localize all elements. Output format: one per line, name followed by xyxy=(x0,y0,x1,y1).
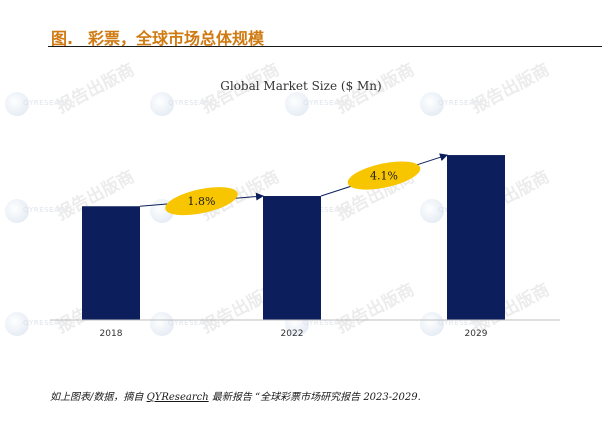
source-footnote: 如上图表/数据，摘自 QYResearch 最新报告 “全球彩票市场研究报告 2… xyxy=(50,388,421,403)
header-rule xyxy=(48,46,602,47)
figure-title: 彩票，全球市场总体规模 xyxy=(88,29,265,48)
figure-header: 图. 彩票，全球市场总体规模 xyxy=(0,0,602,48)
x-tick-2022: 2022 xyxy=(281,329,304,339)
chart-title: Global Market Size ($ Mn) xyxy=(220,79,381,93)
x-axis-ticks: 2018 2022 2029 xyxy=(100,329,488,339)
footnote-source: QYResearch xyxy=(146,392,209,403)
growth-label-1: 1.8% xyxy=(188,195,216,208)
market-size-chart: Global Market Size ($ Mn) 2018 2022 2029 1… xyxy=(50,79,560,339)
growth-label-2: 4.1% xyxy=(370,170,398,183)
growth-badge-2 xyxy=(347,161,421,190)
x-tick-2018: 2018 xyxy=(100,329,123,339)
figure-number: 图. xyxy=(51,29,74,48)
footnote-prefix: 如上图表/数据，摘自 xyxy=(50,392,144,403)
bar-2018 xyxy=(82,206,140,320)
x-tick-2029: 2029 xyxy=(465,329,488,339)
bars-group xyxy=(82,155,505,320)
growth-badge-1 xyxy=(165,187,238,216)
footnote-suffix: 最新报告 “全球彩票市场研究报告 2023-2029. xyxy=(211,392,421,403)
bar-2029 xyxy=(447,155,505,320)
growth-annotations: 1.8% 4.1% xyxy=(139,153,448,216)
bar-2022 xyxy=(263,196,321,320)
